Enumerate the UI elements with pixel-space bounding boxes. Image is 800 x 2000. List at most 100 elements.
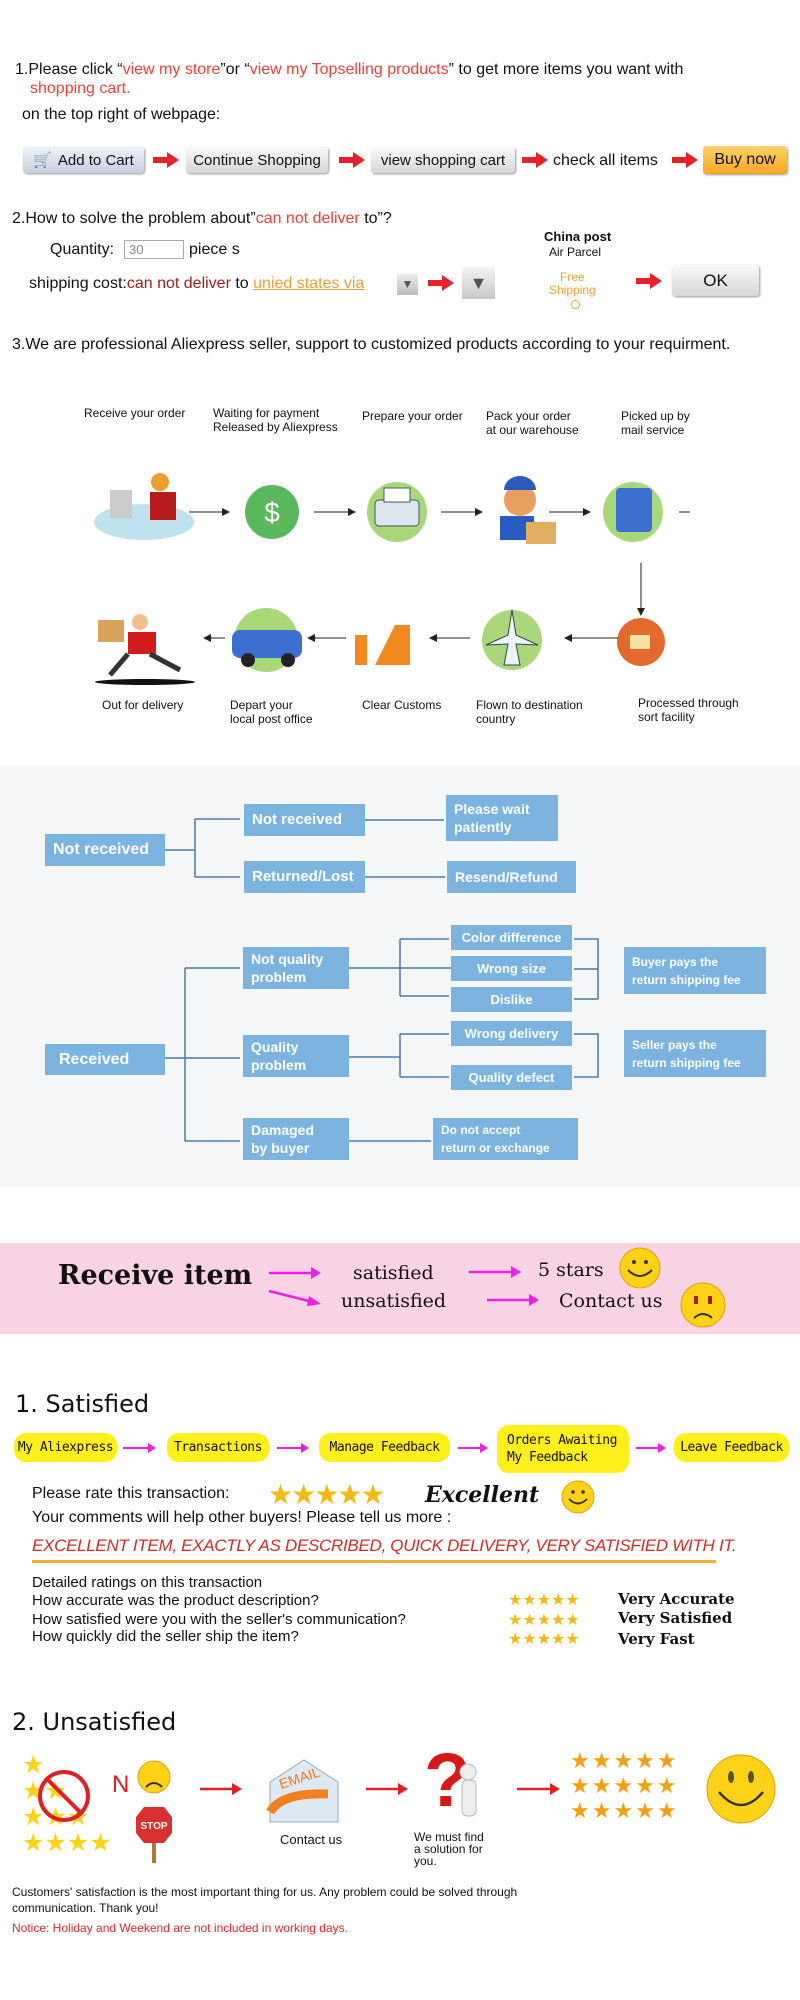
money-bag-icon: $ xyxy=(245,485,299,539)
free-shipping-label: Free Shipping xyxy=(549,270,596,297)
satisfied-title: 1. Satisfied xyxy=(15,1390,150,1418)
contact-us-label: Contact us xyxy=(559,1290,663,1312)
solution-caption: We must find a solution for you. xyxy=(414,1830,484,1868)
step-label: Out for delivery xyxy=(102,698,184,712)
unsatisfied-title: 2. Unsatisfied xyxy=(12,1708,177,1736)
text: can not deliver xyxy=(126,275,231,292)
cart-icon: 🛒 xyxy=(33,152,52,169)
shipping-radio[interactable] xyxy=(571,300,580,309)
banner-arrows xyxy=(268,1266,539,1306)
sample-comment[interactable]: EXCELLENT ITEM, EXACTLY AS DESCRIBED, QU… xyxy=(32,1536,737,1563)
ok-button[interactable]: OK xyxy=(672,265,759,296)
notice-text: Notice: Holiday and Weekend are not incl… xyxy=(12,1921,348,1935)
step-label: Picked up by mail service xyxy=(621,409,690,437)
carrier-name: China post xyxy=(544,229,612,244)
section3-text: 3.We are professional Aliexpress seller,… xyxy=(12,336,731,353)
no-letter: N xyxy=(112,1771,130,1798)
section2-title: 2.How to solve the problem about”can not… xyxy=(12,210,392,228)
svg-text:$: $ xyxy=(264,497,280,528)
happy-face-icon xyxy=(561,1480,595,1514)
detail-answer: Very Accurate xyxy=(618,1590,735,1608)
smiley-faces xyxy=(619,1247,726,1328)
step-label: Receive your order xyxy=(84,406,186,420)
contact-us-caption: Contact us xyxy=(280,1832,343,1847)
rate-label: Please rate this transaction: xyxy=(32,1485,230,1502)
happy-face-icon xyxy=(619,1247,661,1289)
text: ” to get more items you want with xyxy=(448,61,684,78)
text: shipping cost: xyxy=(29,275,127,292)
flow-box-color-difference: Color difference xyxy=(451,925,572,950)
dropdown-toggle[interactable]: ▼ xyxy=(397,274,418,295)
detail-answer: Very Satisfied xyxy=(618,1609,733,1627)
carrier-service: Air Parcel xyxy=(549,245,602,259)
shopping-cart-text: shopping cart. xyxy=(30,80,131,97)
topselling-link[interactable]: view my Topselling products xyxy=(249,61,449,78)
comments-prompt: Your comments will help other buyers! Pl… xyxy=(32,1509,452,1526)
unit-label: piece s xyxy=(189,241,240,258)
location-text: on the top right of webpage: xyxy=(22,106,221,123)
flow-box-not-received-root: Not received xyxy=(45,834,165,866)
view-my-store-link[interactable]: view my store xyxy=(122,61,221,78)
satisfied-label: satisfied xyxy=(353,1262,434,1284)
step-label: Flown to destination country xyxy=(476,698,583,726)
shipping-cost-row: shipping cost:can not deliver to unied s… xyxy=(29,275,364,293)
flow-box-quality-defect: Quality defect xyxy=(451,1065,572,1090)
text: to”? xyxy=(359,210,392,227)
big-happy-face-icon xyxy=(706,1754,776,1824)
customs-icon xyxy=(355,625,410,665)
flow-box-quality: Quality problem xyxy=(243,1035,349,1077)
continue-shopping-button[interactable]: Continue Shopping xyxy=(186,147,328,173)
detail-title: Detailed ratings on this transaction xyxy=(32,1574,263,1591)
intro-line: 1.Please click “view my store”or “view m… xyxy=(15,61,683,79)
text: can not deliver xyxy=(255,210,360,227)
truck-icon xyxy=(603,482,663,542)
red-arrows xyxy=(200,1783,560,1795)
airplane-icon xyxy=(482,609,542,670)
text: to xyxy=(230,275,254,292)
flowchart-lines xyxy=(165,818,599,1142)
step-arrows xyxy=(123,1443,666,1453)
computer-user-icon xyxy=(94,473,194,540)
buy-now-button[interactable]: Buy now xyxy=(703,146,787,174)
flow-box-wrong-delivery: Wrong delivery xyxy=(451,1021,572,1046)
sad-face-icon xyxy=(680,1282,726,1328)
text: 1.Please click “ xyxy=(15,61,123,78)
add-to-cart-button[interactable]: 🛒 Add to Cart xyxy=(23,147,144,173)
globe-mail-icon xyxy=(617,618,665,666)
flow-box-not-received: Not received xyxy=(244,804,365,836)
arrow-icon xyxy=(522,152,548,168)
detail-stars: ★★★★★ xyxy=(508,1631,580,1648)
step-label: Depart your local post office xyxy=(230,698,313,726)
view-shopping-cart-button[interactable]: view shopping cart xyxy=(371,147,515,173)
printer-icon xyxy=(367,482,427,542)
destination-link[interactable]: unied states via xyxy=(253,275,365,292)
step-label: Pack your order at our warehouse xyxy=(486,409,579,437)
check-all-items-text: check all items xyxy=(553,152,658,169)
step-transactions[interactable]: Transactions xyxy=(167,1433,269,1462)
flow-box-do-not-accept: Do not accept return or exchange xyxy=(433,1118,578,1160)
crying-face-stop-icon: STOP xyxy=(136,1760,172,1863)
step-manage-feedback[interactable]: Manage Feedback xyxy=(319,1433,450,1462)
arrow-icon xyxy=(428,275,454,291)
step-leave-feedback[interactable]: Leave Feedback xyxy=(674,1433,789,1462)
question-man-icon: ? xyxy=(424,1738,477,1823)
step-label: Processed through sort facility xyxy=(638,696,739,724)
quantity-input[interactable]: 30 xyxy=(124,240,184,259)
receive-item-banner xyxy=(0,1243,800,1334)
step-my-aliexpress[interactable]: My Aliexpress xyxy=(14,1433,117,1462)
detail-question: How accurate was the product description… xyxy=(32,1592,319,1609)
arrow-icon xyxy=(636,273,662,289)
step-orders-awaiting[interactable]: Orders Awaiting My Feedback xyxy=(497,1425,629,1473)
five-stars-label: 5 stars xyxy=(538,1259,604,1281)
no-sign-icon xyxy=(38,1770,90,1822)
flow-box-returned-lost: Returned/Lost xyxy=(244,861,365,893)
unsatisfied-label: unsatisfied xyxy=(341,1290,447,1312)
flow-box-damaged: Damaged by buyer xyxy=(243,1118,349,1160)
flow-box-not-quality: Not quality problem xyxy=(243,947,349,989)
warehouse-worker-icon xyxy=(500,476,556,544)
banner-title: Receive item xyxy=(58,1260,253,1291)
email-icon: EMAIL xyxy=(266,1759,339,1823)
detail-question: How quickly did the seller ship the item… xyxy=(32,1628,299,1645)
rating-stars[interactable]: ★★★★★ xyxy=(268,1479,386,1510)
dropdown-toggle-large[interactable]: ▼ xyxy=(462,267,495,299)
